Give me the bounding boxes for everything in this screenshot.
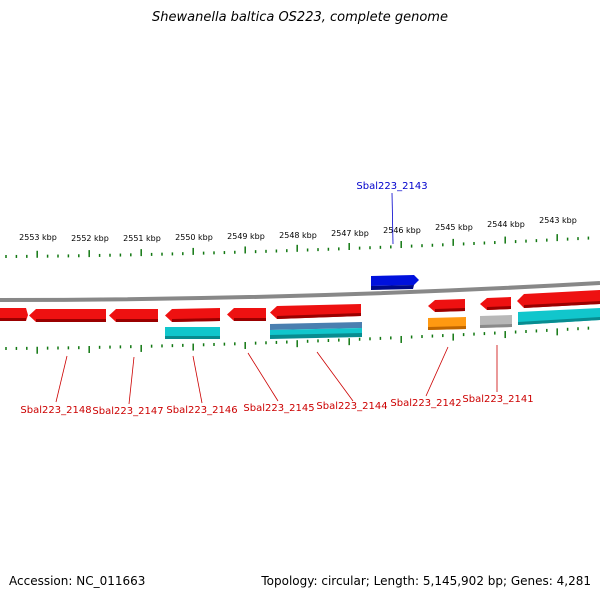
genome-summary: Topology: circular; Length: 5,145,902 bp…	[261, 574, 591, 588]
gene-sbal223-2148[interactable]	[29, 309, 106, 322]
scale-tick-label: 2547 kbp	[331, 229, 369, 238]
gene-sbal223-2145[interactable]	[227, 308, 266, 321]
scale-tick-label: 2546 kbp	[383, 226, 421, 235]
gene-sbal223-2148-partial[interactable]	[0, 308, 28, 321]
gene-sbal223-2146[interactable]	[165, 308, 220, 322]
gene-label[interactable]: Sbal223_2148	[20, 405, 91, 416]
gene-label[interactable]: Sbal223_2146	[166, 405, 237, 416]
feature-cyan-right	[518, 308, 600, 325]
scale-tick-label: 2544 kbp	[487, 220, 525, 229]
scale-tick-label: 2553 kbp	[19, 233, 57, 242]
gene-labels: Sbal223_2148 Sbal223_2147 Sbal223_2146 S…	[20, 181, 533, 417]
scale-tick-label: 2550 kbp	[175, 233, 213, 242]
gene-sbal223-2144[interactable]	[270, 304, 361, 319]
scale-tick-label: 2551 kbp	[123, 234, 161, 243]
feature-gray-2141	[480, 315, 512, 328]
upper-tick-row	[5, 234, 590, 258]
gene-right-edge[interactable]	[517, 290, 600, 308]
accession-label: Accession: NC_011663	[9, 574, 146, 588]
scale-labels: 2553 kbp 2552 kbp 2551 kbp 2550 kbp 2549…	[19, 216, 577, 243]
leader-lines	[55, 192, 498, 405]
scale-tick-label: 2545 kbp	[435, 223, 473, 232]
gene-sbal223-2147[interactable]	[109, 309, 158, 322]
gene-label[interactable]: Sbal223_2142	[390, 398, 461, 409]
genome-backbone	[0, 281, 600, 302]
feature-cyan-2146	[165, 327, 220, 339]
scale-tick-label: 2549 kbp	[227, 232, 265, 241]
gene-label[interactable]: Sbal223_2141	[462, 394, 533, 405]
scale-tick-label: 2548 kbp	[279, 231, 317, 240]
gene-sbal223-2143[interactable]	[371, 275, 419, 290]
map-title: Shewanella baltica OS223, complete genom…	[152, 10, 448, 25]
gene-sbal223-2141[interactable]	[480, 297, 511, 310]
feature-orange-2142	[428, 317, 466, 330]
gene-label[interactable]: Sbal223_2145	[243, 403, 314, 414]
gene-sbal223-2142[interactable]	[428, 299, 465, 312]
scale-tick-label: 2543 kbp	[539, 216, 577, 225]
gene-label[interactable]: Sbal223_2147	[92, 406, 163, 417]
gene-label[interactable]: Sbal223_2143	[356, 181, 427, 192]
feature-steel-2144	[270, 322, 362, 339]
gene-label[interactable]: Sbal223_2144	[316, 401, 387, 412]
lower-tick-row	[5, 326, 590, 354]
scale-tick-label: 2552 kbp	[71, 234, 109, 243]
